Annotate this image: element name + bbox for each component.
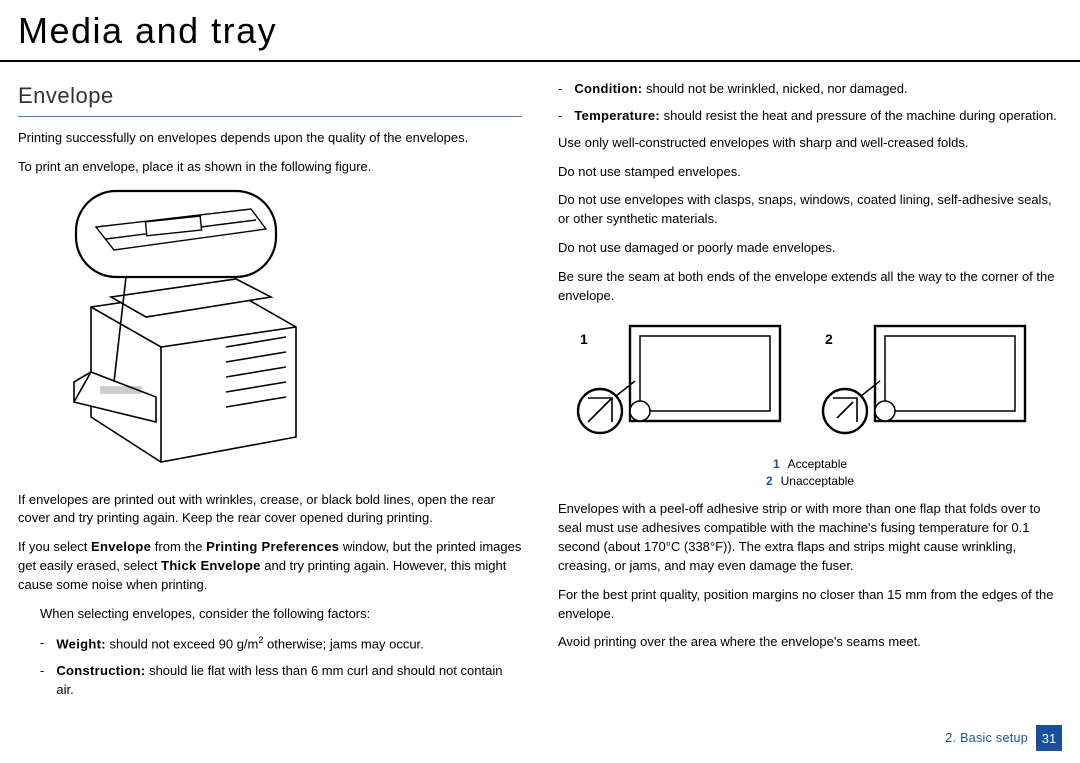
bullet-condition: - Condition: should not be wrinkled, nic… (558, 80, 1062, 99)
bullet-construction: - Construction: should lie flat with les… (18, 662, 522, 700)
bullet-text: Temperature: should resist the heat and … (574, 107, 1062, 126)
bullet-temperature: - Temperature: should resist the heat an… (558, 107, 1062, 126)
right-p1: Use only well-constructed envelopes with… (558, 134, 1062, 153)
page-number-box: 31 (1036, 725, 1062, 751)
bold-construction: Construction: (56, 663, 145, 678)
legend-row-2: 2 Unacceptable (766, 473, 854, 490)
text: should not be wrinkled, nicked, nor dama… (642, 81, 907, 96)
legend-row-1: 1 Acceptable (773, 456, 847, 473)
dash-icon: - (558, 107, 562, 126)
bullet-text: Construction: should lie flat with less … (56, 662, 522, 700)
right-column: - Condition: should not be wrinkled, nic… (558, 80, 1062, 708)
right-p2: Do not use stamped envelopes. (558, 163, 1062, 182)
legend-num-1: 1 (773, 456, 780, 473)
left-p3: If envelopes are printed out with wrinkl… (18, 491, 522, 529)
envelope-diagram: 1 (558, 316, 1062, 446)
footer-section-label: 2. Basic setup (945, 731, 1028, 745)
bullet-weight: - Weight: should not exceed 90 g/m2 othe… (18, 634, 522, 654)
text: from the (151, 539, 206, 554)
bold-thick-envelope: Thick Envelope (161, 558, 261, 573)
bold-printing-preferences: Printing Preferences (206, 539, 339, 554)
text: If you select (18, 539, 91, 554)
section-heading-envelope: Envelope (18, 80, 522, 117)
right-p5: Be sure the seam at both ends of the env… (558, 268, 1062, 306)
right-p7: For the best print quality, position mar… (558, 586, 1062, 624)
printer-figure (36, 187, 316, 477)
left-p1: Printing successfully on envelopes depen… (18, 129, 522, 148)
bold-envelope: Envelope (91, 539, 151, 554)
bullet-text: Weight: should not exceed 90 g/m2 otherw… (56, 634, 522, 654)
legend-text-2: Unacceptable (781, 473, 854, 490)
bullet-text: Condition: should not be wrinkled, nicke… (574, 80, 1062, 99)
right-p3: Do not use envelopes with clasps, snaps,… (558, 191, 1062, 229)
text: should not exceed 90 g/m (106, 636, 259, 651)
legend-text-1: Acceptable (788, 456, 847, 473)
right-p6: Envelopes with a peel-off adhesive strip… (558, 500, 1062, 575)
fig-label-1: 1 (580, 331, 588, 347)
left-column: Envelope Printing successfully on envelo… (18, 80, 522, 708)
bold-temperature: Temperature: (574, 108, 660, 123)
dash-icon: - (40, 634, 44, 654)
text: otherwise; jams may occur. (263, 636, 423, 651)
text: should resist the heat and pressure of t… (660, 108, 1057, 123)
right-p4: Do not use damaged or poorly made envelo… (558, 239, 1062, 258)
right-p8: Avoid printing over the area where the e… (558, 633, 1062, 652)
dash-icon: - (40, 662, 44, 700)
dash-icon: - (558, 80, 562, 99)
page-footer: 2. Basic setup 31 (945, 725, 1062, 751)
two-column-layout: Envelope Printing successfully on envelo… (0, 80, 1080, 708)
left-p5: When selecting envelopes, consider the f… (18, 605, 522, 624)
left-p4: If you select Envelope from the Printing… (18, 538, 522, 595)
fig-label-2: 2 (825, 331, 833, 347)
bold-condition: Condition: (574, 81, 642, 96)
left-p2: To print an envelope, place it as shown … (18, 158, 522, 177)
bold-weight: Weight: (56, 636, 106, 651)
legend-num-2: 2 (766, 473, 773, 490)
page-title: Media and tray (0, 0, 1080, 62)
envelope-legend: 1 Acceptable 2 Unacceptable (558, 456, 1062, 491)
